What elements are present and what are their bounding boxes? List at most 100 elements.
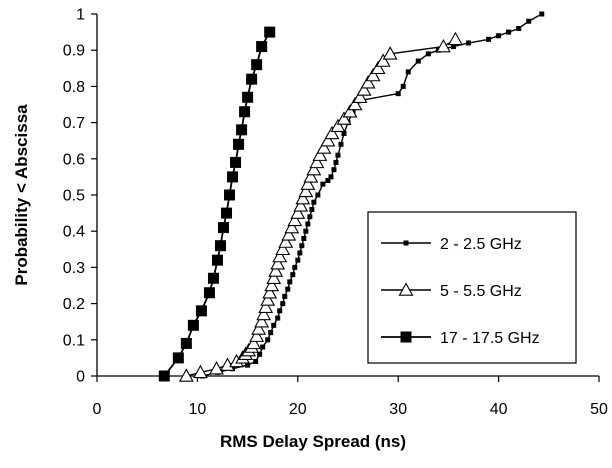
data-point — [395, 91, 401, 97]
data-point — [435, 38, 451, 53]
data-point — [256, 41, 268, 53]
data-point — [180, 337, 192, 349]
y-tick-label: 0.8 — [63, 79, 85, 96]
legend-marker — [400, 331, 412, 343]
legend-marker — [398, 282, 414, 296]
data-point — [335, 152, 341, 158]
data-point — [311, 199, 317, 205]
data-point — [425, 51, 431, 57]
data-point — [246, 73, 258, 85]
data-point — [290, 205, 306, 219]
data-point — [309, 206, 315, 212]
data-point — [280, 301, 286, 307]
data-point — [347, 96, 363, 111]
data-point — [333, 159, 339, 165]
data-point — [211, 254, 223, 266]
legend: 2 - 2.5 GHz 5 - 5.5 GHz 17 - 17.5 GHz — [367, 211, 577, 364]
data-point — [239, 106, 251, 118]
data-point — [405, 69, 411, 75]
data-point — [281, 227, 297, 241]
data-point — [295, 257, 301, 263]
plot-area: 0 0.1 0.2 0.3 0.4 0.5 0.6 0.7 0.8 0.9 1 0 10 20 30 40 5… — [63, 7, 608, 419]
data-point — [447, 31, 463, 46]
legend-entry: 17 - 17.5 GHz — [381, 330, 540, 347]
x-axis-ticks: 0 10 20 30 40 50 — [93, 376, 608, 418]
y-tick-label: 0.6 — [63, 151, 85, 168]
data-point — [249, 328, 265, 342]
x-tick-label: 40 — [490, 401, 508, 418]
data-point — [307, 214, 313, 220]
data-point — [539, 11, 545, 17]
data-point — [341, 130, 347, 136]
y-tick-label: 0.1 — [63, 332, 85, 349]
data-point — [203, 287, 215, 299]
data-point — [356, 82, 372, 96]
data-point — [290, 272, 296, 278]
data-point — [287, 279, 293, 285]
data-point — [258, 299, 274, 313]
data-point — [178, 368, 194, 382]
x-tick-label: 20 — [289, 401, 307, 418]
data-point — [312, 147, 328, 161]
y-tick-label: 0.4 — [63, 224, 85, 241]
data-point — [218, 222, 230, 234]
data-point — [172, 352, 184, 364]
x-axis-title: RMS Delay Spread (ns) — [220, 432, 406, 451]
data-point — [260, 344, 266, 350]
data-point — [316, 140, 332, 154]
data-point — [306, 162, 322, 176]
y-tick-label: 0.5 — [63, 188, 85, 205]
series-2 — [158, 26, 276, 382]
data-point — [360, 75, 376, 89]
data-point — [526, 18, 532, 24]
data-point — [265, 337, 271, 343]
data-point — [275, 315, 281, 321]
data-point — [506, 29, 512, 35]
legend-entry: 2 - 2.5 GHz — [381, 236, 522, 253]
data-point — [270, 256, 286, 270]
data-point — [266, 270, 282, 285]
data-point — [295, 190, 311, 205]
data-point — [245, 362, 251, 368]
data-point — [486, 36, 492, 42]
x-tick-label: 50 — [590, 401, 608, 418]
data-point — [516, 25, 522, 31]
data-point — [328, 174, 334, 180]
data-point — [400, 83, 406, 89]
data-point — [303, 228, 309, 234]
data-point — [195, 305, 207, 317]
data-point — [352, 89, 368, 104]
data-point — [342, 104, 358, 118]
series-1 — [178, 31, 463, 382]
data-point — [264, 277, 280, 292]
y-tick-label: 0.2 — [63, 296, 85, 313]
data-point — [224, 189, 236, 201]
data-point — [330, 118, 346, 132]
data-point — [325, 178, 331, 184]
data-point — [299, 243, 305, 249]
data-point — [214, 240, 226, 252]
legend-marker — [403, 240, 409, 246]
data-point — [256, 306, 272, 321]
data-point — [192, 364, 208, 379]
data-point — [253, 359, 259, 365]
data-point — [187, 319, 199, 331]
y-tick-label: 0.3 — [63, 260, 85, 277]
data-point — [230, 156, 242, 168]
y-tick-label: 0.9 — [63, 43, 85, 60]
data-point — [207, 272, 219, 284]
data-point — [298, 183, 314, 198]
data-point — [320, 133, 336, 147]
data-point — [301, 235, 307, 241]
legend-entry: 5 - 5.5 GHz — [381, 282, 522, 300]
legend-label: 17 - 17.5 GHz — [440, 330, 540, 347]
y-axis-title: Probability < Abscissa — [12, 104, 31, 286]
data-point — [382, 46, 398, 60]
data-point — [233, 138, 245, 150]
data-point — [257, 351, 263, 357]
x-tick-label: 30 — [389, 401, 407, 418]
data-point — [320, 181, 326, 187]
data-point — [236, 124, 248, 136]
data-point — [297, 250, 303, 256]
